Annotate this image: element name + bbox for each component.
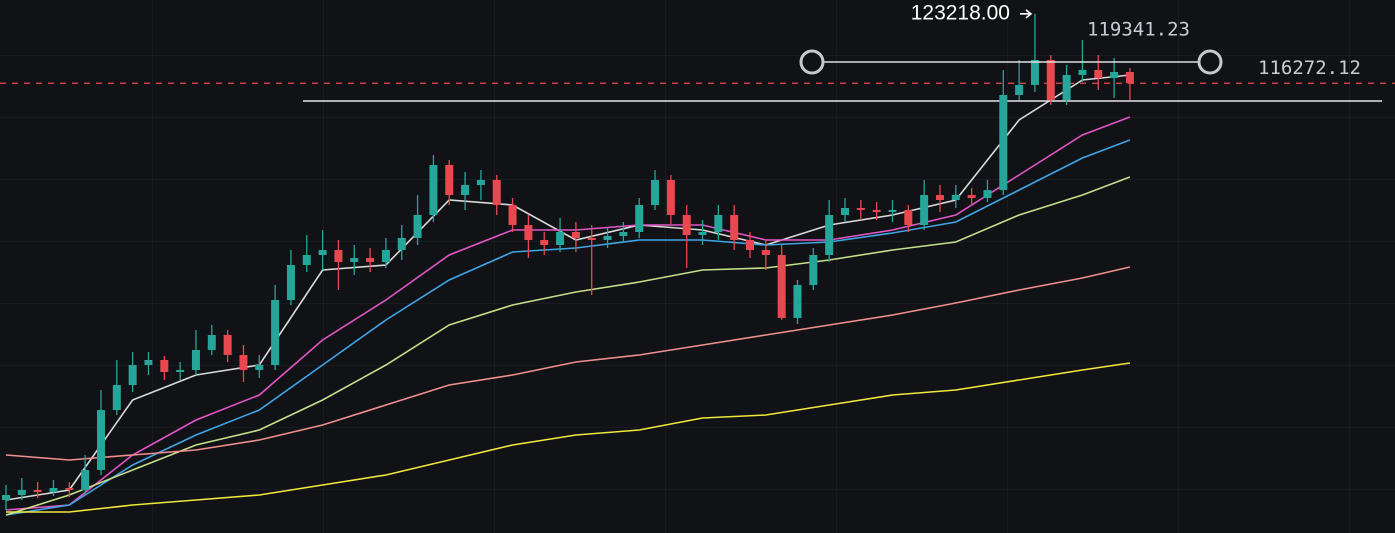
candle-body [1125, 72, 1134, 84]
candle-body [33, 490, 42, 492]
candle-body [587, 238, 596, 240]
candle-body [999, 95, 1008, 190]
candle-body [429, 165, 438, 215]
moving-average-line [5, 266, 1131, 461]
candle-body [81, 470, 90, 490]
candle-body [17, 490, 26, 495]
candle-body [793, 285, 802, 318]
candle-body [635, 205, 644, 232]
candle-body [160, 360, 169, 372]
candle-body [1046, 60, 1055, 100]
candle-body [904, 210, 913, 225]
candle-body [856, 208, 865, 210]
candle-body [381, 250, 390, 262]
candle-body [651, 180, 660, 205]
candle-body [397, 238, 406, 250]
candle-body [872, 210, 881, 212]
candle-body [540, 240, 549, 245]
candle-body [524, 225, 533, 240]
candle-body [334, 250, 343, 262]
ray-handle [1197, 49, 1223, 75]
candle-body [619, 232, 628, 236]
candle-body [176, 370, 185, 372]
high-label: 123218.00 [911, 1, 1010, 24]
candle-body [191, 350, 200, 370]
candle-body [255, 365, 264, 370]
candle-body [1062, 75, 1071, 100]
candle-body [286, 265, 295, 300]
candle-body [935, 195, 944, 200]
candle-body [714, 215, 723, 232]
candle-body [920, 195, 929, 225]
candle-body [492, 180, 501, 205]
candle-body [2, 495, 10, 500]
candle-body [1015, 85, 1024, 95]
candle-body [49, 488, 58, 492]
range-label: 119341.23 [1087, 19, 1190, 41]
candle-body [1030, 60, 1039, 85]
candle-body [128, 365, 137, 385]
candle-body [1110, 72, 1119, 78]
candle-body [951, 195, 960, 200]
candle-body [207, 335, 216, 350]
candle-body [445, 165, 454, 195]
candle-body [571, 232, 580, 238]
candle-body [840, 208, 849, 215]
candle-body [1078, 70, 1087, 75]
candle-body [761, 250, 770, 255]
moving-average-line [5, 176, 1131, 516]
candle-body [967, 195, 976, 198]
ray-handle [799, 49, 825, 75]
candle-body [223, 335, 232, 355]
candle-body [825, 215, 834, 255]
candle-body [112, 385, 121, 410]
candle-body [603, 236, 612, 240]
candle-body [271, 300, 280, 365]
candle-body [350, 258, 359, 262]
candle-body [983, 190, 992, 198]
candle-body [730, 215, 739, 240]
candle-body [366, 258, 375, 262]
candle-body [666, 180, 675, 215]
candle-body [476, 180, 485, 185]
price-label: 116272.12 [1258, 57, 1361, 79]
candle-body [65, 488, 74, 490]
candle-body [508, 205, 517, 225]
candle-body [698, 232, 707, 235]
candle-body [96, 410, 105, 470]
candle-body [888, 210, 897, 212]
candle-body [682, 215, 691, 235]
candle-body [461, 185, 470, 195]
candle-body [809, 255, 818, 285]
candle-body [777, 255, 786, 318]
candle-body [239, 355, 248, 370]
candle-body [556, 232, 565, 245]
candle-body [302, 255, 311, 265]
moving-average-line [6, 362, 1131, 513]
candle-body [144, 360, 153, 365]
candle-body [1094, 70, 1103, 78]
candle-body [413, 215, 422, 238]
high-arrow [1020, 9, 1033, 19]
candle-body [746, 240, 755, 250]
candle-body [318, 250, 327, 255]
